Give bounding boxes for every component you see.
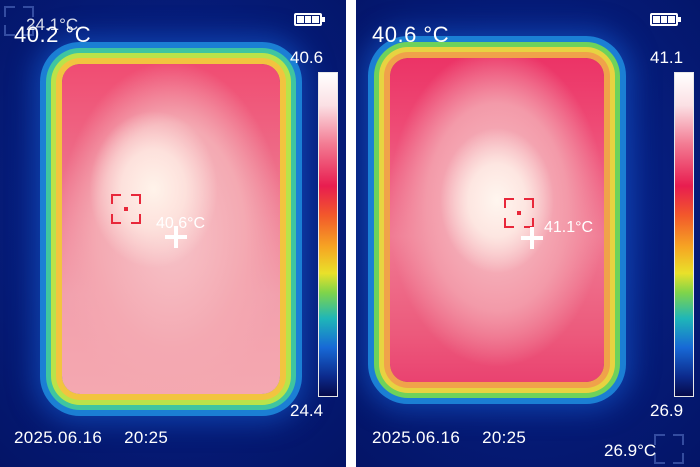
scale-max-label: 41.1 bbox=[650, 48, 684, 67]
hotspot-marker-icon bbox=[521, 227, 543, 249]
hotspot-temp-label: 40.6°C bbox=[156, 215, 206, 232]
min-temp-readout: 26.9°C bbox=[604, 441, 657, 460]
overlay-temp-readout: 24.1°C bbox=[26, 15, 79, 34]
center-temp-readout: 40.6 °C bbox=[372, 22, 450, 47]
scale-min-label: 24.4 bbox=[290, 401, 324, 420]
color-scale-bar bbox=[318, 72, 338, 397]
hotspot-temp-label: 41.1°C bbox=[544, 219, 594, 236]
capture-time: 20:25 bbox=[124, 428, 169, 447]
capture-timestamp: 2025.06.16 20:25 bbox=[14, 428, 168, 448]
center-crosshair-icon bbox=[504, 198, 534, 228]
capture-time: 20:25 bbox=[482, 428, 527, 447]
thermal-image-right: 40.6 °C 41.1 26.9 41.1°C 2025.06.16 20:25… bbox=[356, 0, 700, 467]
color-scale-bar bbox=[674, 72, 694, 397]
corner-frame-icon bbox=[654, 434, 684, 464]
capture-date: 2025.06.16 bbox=[372, 428, 461, 447]
capture-date: 2025.06.16 bbox=[14, 428, 103, 447]
device-heat-signature bbox=[62, 64, 280, 394]
capture-timestamp: 2025.06.16 20:25 bbox=[372, 428, 526, 448]
corner-frame-icon bbox=[4, 6, 34, 36]
hotspot-marker-icon bbox=[165, 226, 187, 248]
center-crosshair-icon bbox=[111, 194, 141, 224]
device-heat-signature bbox=[390, 58, 604, 382]
center-temp-readout: 40.2 °C bbox=[14, 22, 92, 47]
scale-min-label: 26.9 bbox=[650, 401, 684, 420]
battery-full-icon bbox=[294, 13, 325, 26]
battery-full-icon bbox=[650, 13, 681, 26]
thermal-image-left: 24.1°C 40.2 °C 40.6 24.4 40.6°C 2025.06.… bbox=[0, 0, 346, 467]
scale-max-label: 40.6 bbox=[290, 48, 324, 67]
